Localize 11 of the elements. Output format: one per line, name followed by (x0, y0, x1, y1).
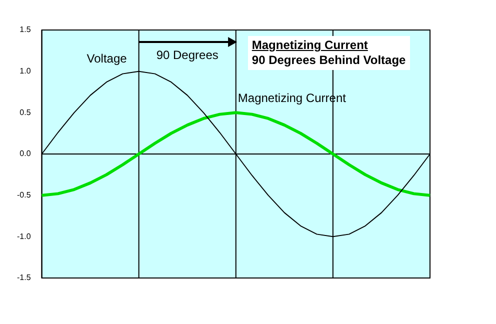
y-tick-label: 1.5 (20, 25, 32, 34)
annotation: 90 Degrees Behind Voltage (252, 53, 406, 68)
y-tick-label: -0.5 (16, 190, 32, 200)
y-tick-label: 1.0 (20, 66, 32, 76)
y-tick-label: -1.0 (16, 232, 32, 241)
y-tick-label: -1.5 (16, 273, 32, 282)
y-tick-label: 0.0 (20, 149, 32, 158)
series-label: Voltage (86, 52, 128, 66)
annotation: 90 Degrees (155, 48, 220, 62)
annotation: Magnetizing Current (252, 38, 369, 53)
y-tick-label: 0.5 (20, 108, 32, 117)
